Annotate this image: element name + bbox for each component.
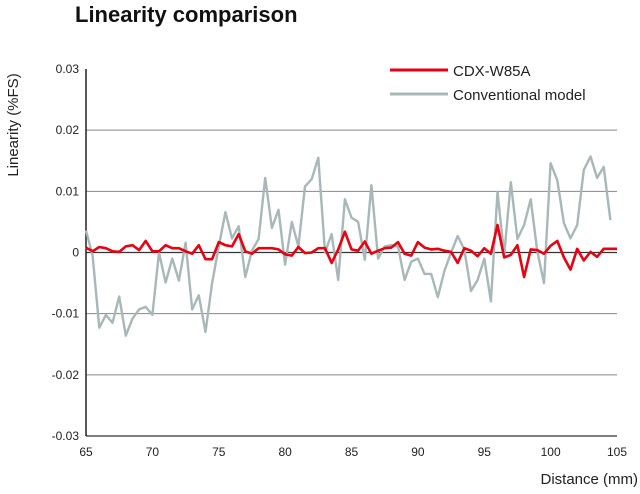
legend-label-conventional: Conventional model xyxy=(453,87,586,104)
series-line-conventional-model xyxy=(84,155,612,337)
x-tick-label: 90 xyxy=(411,445,425,459)
y-tick-label: 0 xyxy=(72,246,79,260)
x-tick-label: 95 xyxy=(478,445,492,459)
legend: CDX-W85A Conventional model xyxy=(390,63,586,104)
y-axis-label: Linearity (%FS) xyxy=(5,73,22,176)
x-tick-label: 100 xyxy=(541,445,561,459)
x-tick-label: 65 xyxy=(79,445,93,459)
x-tick-label: 85 xyxy=(345,445,359,459)
y-tick-label: -0.03 xyxy=(52,429,80,443)
x-tick-label: 70 xyxy=(146,445,160,459)
x-tick-label: 80 xyxy=(278,445,292,459)
x-tick-label: 105 xyxy=(607,445,627,459)
y-tick-label: 0.01 xyxy=(56,184,80,198)
y-tick-label: 0.02 xyxy=(56,123,80,137)
chart-title: Linearity comparison xyxy=(75,2,298,27)
x-axis-label: Distance (mm) xyxy=(540,471,638,488)
x-tick-label: 75 xyxy=(212,445,226,459)
legend-label-cdx-w85a: CDX-W85A xyxy=(453,63,531,80)
series-line-cdx-w85a xyxy=(85,223,617,279)
y-tick-label: 0.03 xyxy=(56,62,80,76)
y-tick-label: -0.01 xyxy=(52,307,80,321)
y-tick-label: -0.02 xyxy=(52,368,80,382)
